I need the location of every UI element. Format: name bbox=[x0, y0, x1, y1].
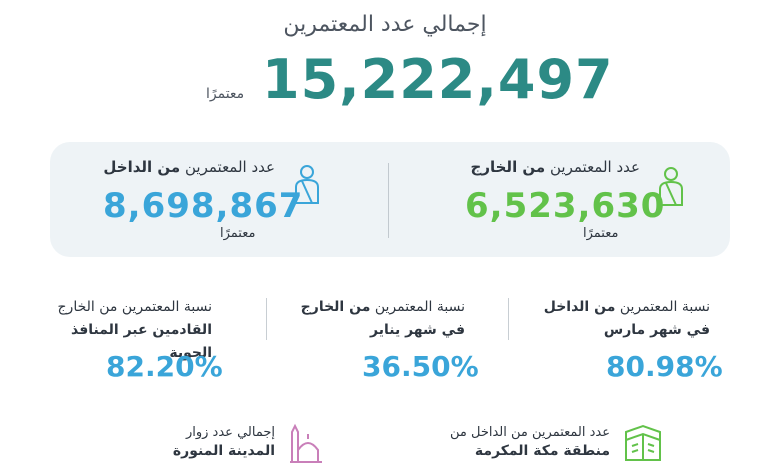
stat-abroad-january-value: 36.50% bbox=[362, 350, 479, 383]
pilgrim-icon bbox=[292, 163, 322, 205]
abroad-label-bold: من الخارج bbox=[470, 158, 546, 176]
stat-label-prefix: نسبة المعتمرين bbox=[374, 299, 465, 315]
domestic-label-bold: من الداخل bbox=[103, 158, 181, 176]
stat-domestic-march-value: 80.98% bbox=[606, 350, 723, 383]
total-unit: معتمرًا bbox=[206, 86, 245, 102]
stat-label-line2: في شهر يناير bbox=[370, 322, 465, 338]
abroad-label: عدد المعتمرين من الخارج bbox=[430, 158, 640, 176]
stat-air-ports-value: 82.20% bbox=[106, 350, 223, 383]
stat-label-prefix: نسبة المعتمرين bbox=[619, 299, 710, 315]
footer-madinah-line1: إجمالي عدد زوار bbox=[185, 425, 275, 440]
mosque-icon bbox=[286, 420, 324, 464]
stat-label-prefix: نسبة المعتمرين من الخارج bbox=[57, 299, 212, 315]
card-divider bbox=[388, 163, 389, 238]
stat-domestic-march-label: نسبة المعتمرين من الداخل في شهر مارس bbox=[520, 296, 710, 342]
stat-divider bbox=[508, 298, 509, 340]
domestic-label-prefix: عدد المعتمرين bbox=[185, 158, 275, 176]
abroad-label-prefix: عدد المعتمرين bbox=[550, 158, 640, 176]
stat-label-bold: من الداخل bbox=[543, 299, 616, 315]
total-title: إجمالي عدد المعتمرين bbox=[283, 12, 487, 37]
total-value: 15,222,497 bbox=[262, 48, 614, 111]
footer-madinah-label: إجمالي عدد زوار المدينة المنورة bbox=[150, 424, 275, 461]
footer-madinah-line2: المدينة المنورة bbox=[172, 443, 275, 459]
stat-label-line2: القادمين عبر المنافذ الجوية bbox=[71, 322, 212, 361]
pilgrims-summary-card bbox=[50, 142, 730, 257]
footer-makkah-label: عدد المعتمرين من الداخل من منطقة مكة الم… bbox=[420, 424, 610, 461]
domestic-unit: معتمرًا bbox=[220, 226, 256, 241]
footer-makkah-line1: عدد المعتمرين من الداخل من bbox=[450, 425, 610, 440]
stat-abroad-january-label: نسبة المعتمرين من الخارج في شهر يناير bbox=[280, 296, 465, 342]
domestic-label: عدد المعتمرين من الداخل bbox=[70, 158, 275, 176]
stat-divider bbox=[266, 298, 267, 340]
stat-label-bold: من الخارج bbox=[300, 299, 371, 315]
abroad-unit: معتمرًا bbox=[583, 226, 619, 241]
domestic-value: 8,698,867 bbox=[103, 186, 304, 226]
kaaba-icon bbox=[622, 422, 664, 464]
stat-label-line2: في شهر مارس bbox=[603, 322, 710, 338]
pilgrim-icon bbox=[656, 165, 686, 207]
abroad-value: 6,523,630 bbox=[465, 186, 666, 226]
stat-air-ports-label: نسبة المعتمرين من الخارج القادمين عبر ال… bbox=[30, 296, 212, 365]
footer-makkah-line2: منطقة مكة المكرمة bbox=[474, 443, 610, 459]
